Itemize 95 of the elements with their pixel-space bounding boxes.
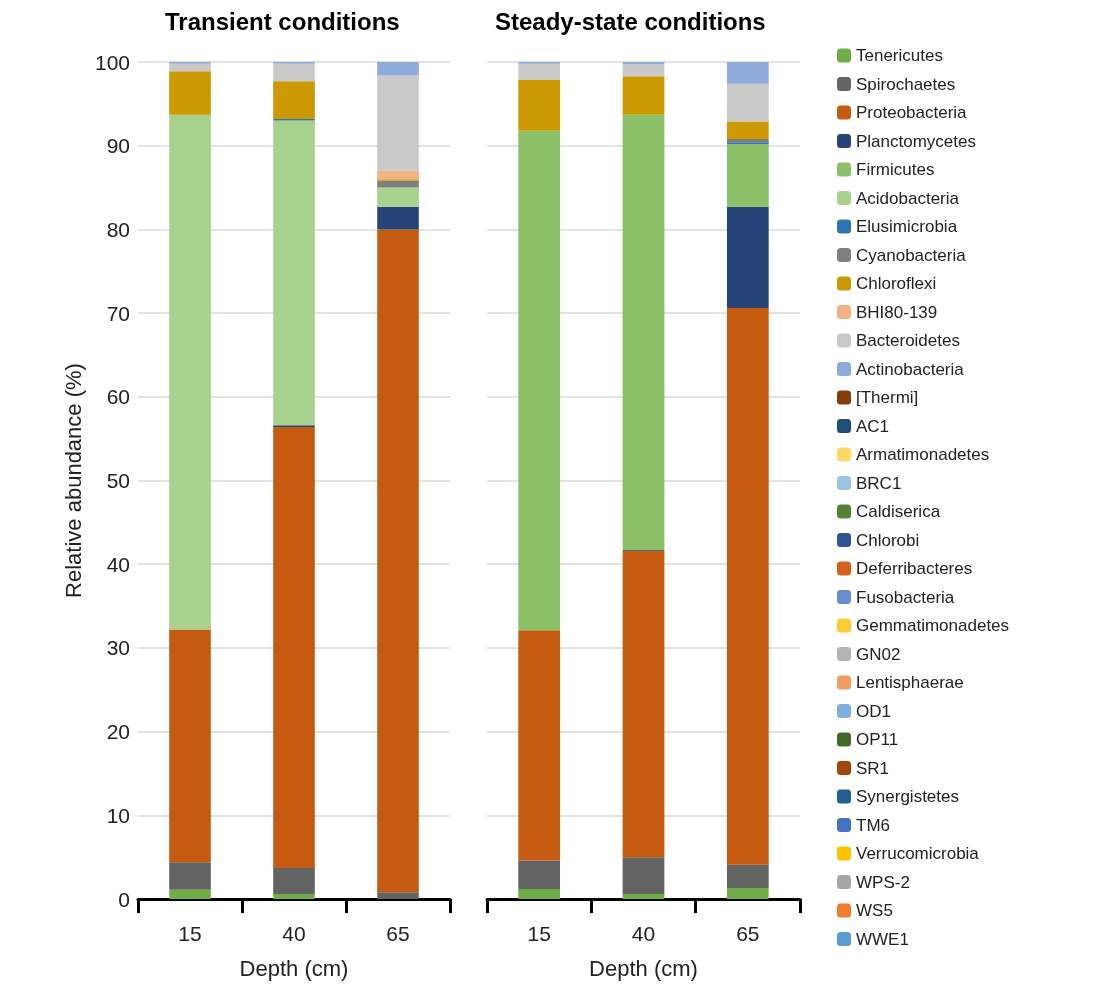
bar [518,860,561,889]
legend-label: Proteobacteria [856,103,968,122]
bar [273,893,315,899]
y-axis-title: Relative abundance (%) [60,363,86,598]
bar [169,71,211,115]
legend-label: Lentisphaerae [856,673,964,692]
bar [622,62,665,65]
bar [726,144,769,207]
legend-label: Gemmatimonadetes [856,616,1010,635]
legend-label: Armatimonadetes [856,445,990,464]
bar [726,121,769,139]
legend-label: Planctomycetes [856,131,976,151]
bar [169,889,211,899]
bar [726,206,769,309]
legend-label: [Thermi] [856,388,919,407]
y-tick-label: 20 [106,720,130,744]
bar [169,114,211,630]
legend-label: OP11 [856,730,899,749]
bar [622,76,665,115]
x-tick-label: 15 [527,922,551,945]
y-tick-label: 40 [106,552,130,576]
legend-label: Chlorobi [856,530,920,550]
legend-label: Firmicutes [856,160,935,179]
bar [622,114,665,550]
legend-label: OD1 [856,701,891,721]
legend-label: Chloroflexi [856,274,937,293]
y-tick-label: 0 [118,887,130,911]
legend-label: Actinobacteria [856,359,965,379]
bar [518,130,561,631]
x-tick-label: 15 [178,922,202,945]
legend-label: AC1 [856,416,890,436]
bar [377,892,419,899]
legend-label: Verrucomicrobia [856,844,980,863]
bar [377,206,419,230]
y-tick-label: 80 [106,217,130,241]
bar [377,187,419,207]
bar [377,75,419,171]
legend-label: TM6 [856,815,890,835]
bar [726,308,769,865]
y-tick-label: 30 [106,636,130,660]
bar [377,229,419,893]
x-axis-title: Depth (cm) [239,955,349,981]
bar [273,63,315,82]
legend-label: Synergistetes [856,787,959,806]
bar [169,862,211,890]
x-tick-label: 65 [386,922,410,945]
legend-label: Deferribacteres [856,559,973,578]
bar [377,180,419,188]
chart-title: Transient conditions [165,7,400,35]
x-tick-label: 65 [736,922,760,945]
bar [518,63,561,80]
x-tick-label: 40 [631,922,656,945]
legend-label: Tenericutes [856,46,943,65]
bar [169,63,211,72]
y-tick-label: 70 [106,301,130,325]
bar [518,888,561,899]
legend-label: WWE1 [856,929,909,949]
legend-label: SR1 [856,758,890,778]
y-tick-label: 10 [106,803,130,827]
bar [518,79,561,131]
chart-title: Steady-state conditions [495,7,766,35]
bar [273,426,315,869]
legend-label: Elusimicrobia [856,217,958,236]
bar [273,120,315,426]
legend-label: Acidobacteria [856,188,960,208]
bar [273,868,315,894]
bar [622,857,665,894]
x-axis-title: Depth (cm) [589,955,698,981]
bar [622,64,665,77]
legend-label: WPS-2 [856,872,910,892]
legend-label: GN02 [856,644,901,664]
bar [273,81,315,119]
legend-label: Spirochaetes [856,74,956,94]
legend-label: Fusobacteria [856,587,955,607]
legend-label: Caldiserica [856,502,941,521]
x-tick-label: 40 [282,922,306,945]
bar [622,550,665,858]
legend-label: BRC1 [856,473,902,493]
bar [169,629,211,863]
y-tick-label: 60 [106,385,130,409]
legend-label: Cyanobacteria [856,245,967,265]
y-tick-label: 90 [106,134,130,158]
bar [726,62,769,84]
legend-label: WS5 [856,901,893,920]
bar [377,62,419,76]
bar [518,630,561,861]
y-tick-label: 50 [106,469,130,492]
bar [726,864,769,889]
legend-label: Bacteroidetes [856,331,960,350]
bar [726,888,769,899]
bar [377,170,419,180]
bar [622,893,665,899]
legend-label: BHI80-139 [856,302,938,322]
y-tick-label: 100 [94,50,130,74]
bar [726,83,769,122]
